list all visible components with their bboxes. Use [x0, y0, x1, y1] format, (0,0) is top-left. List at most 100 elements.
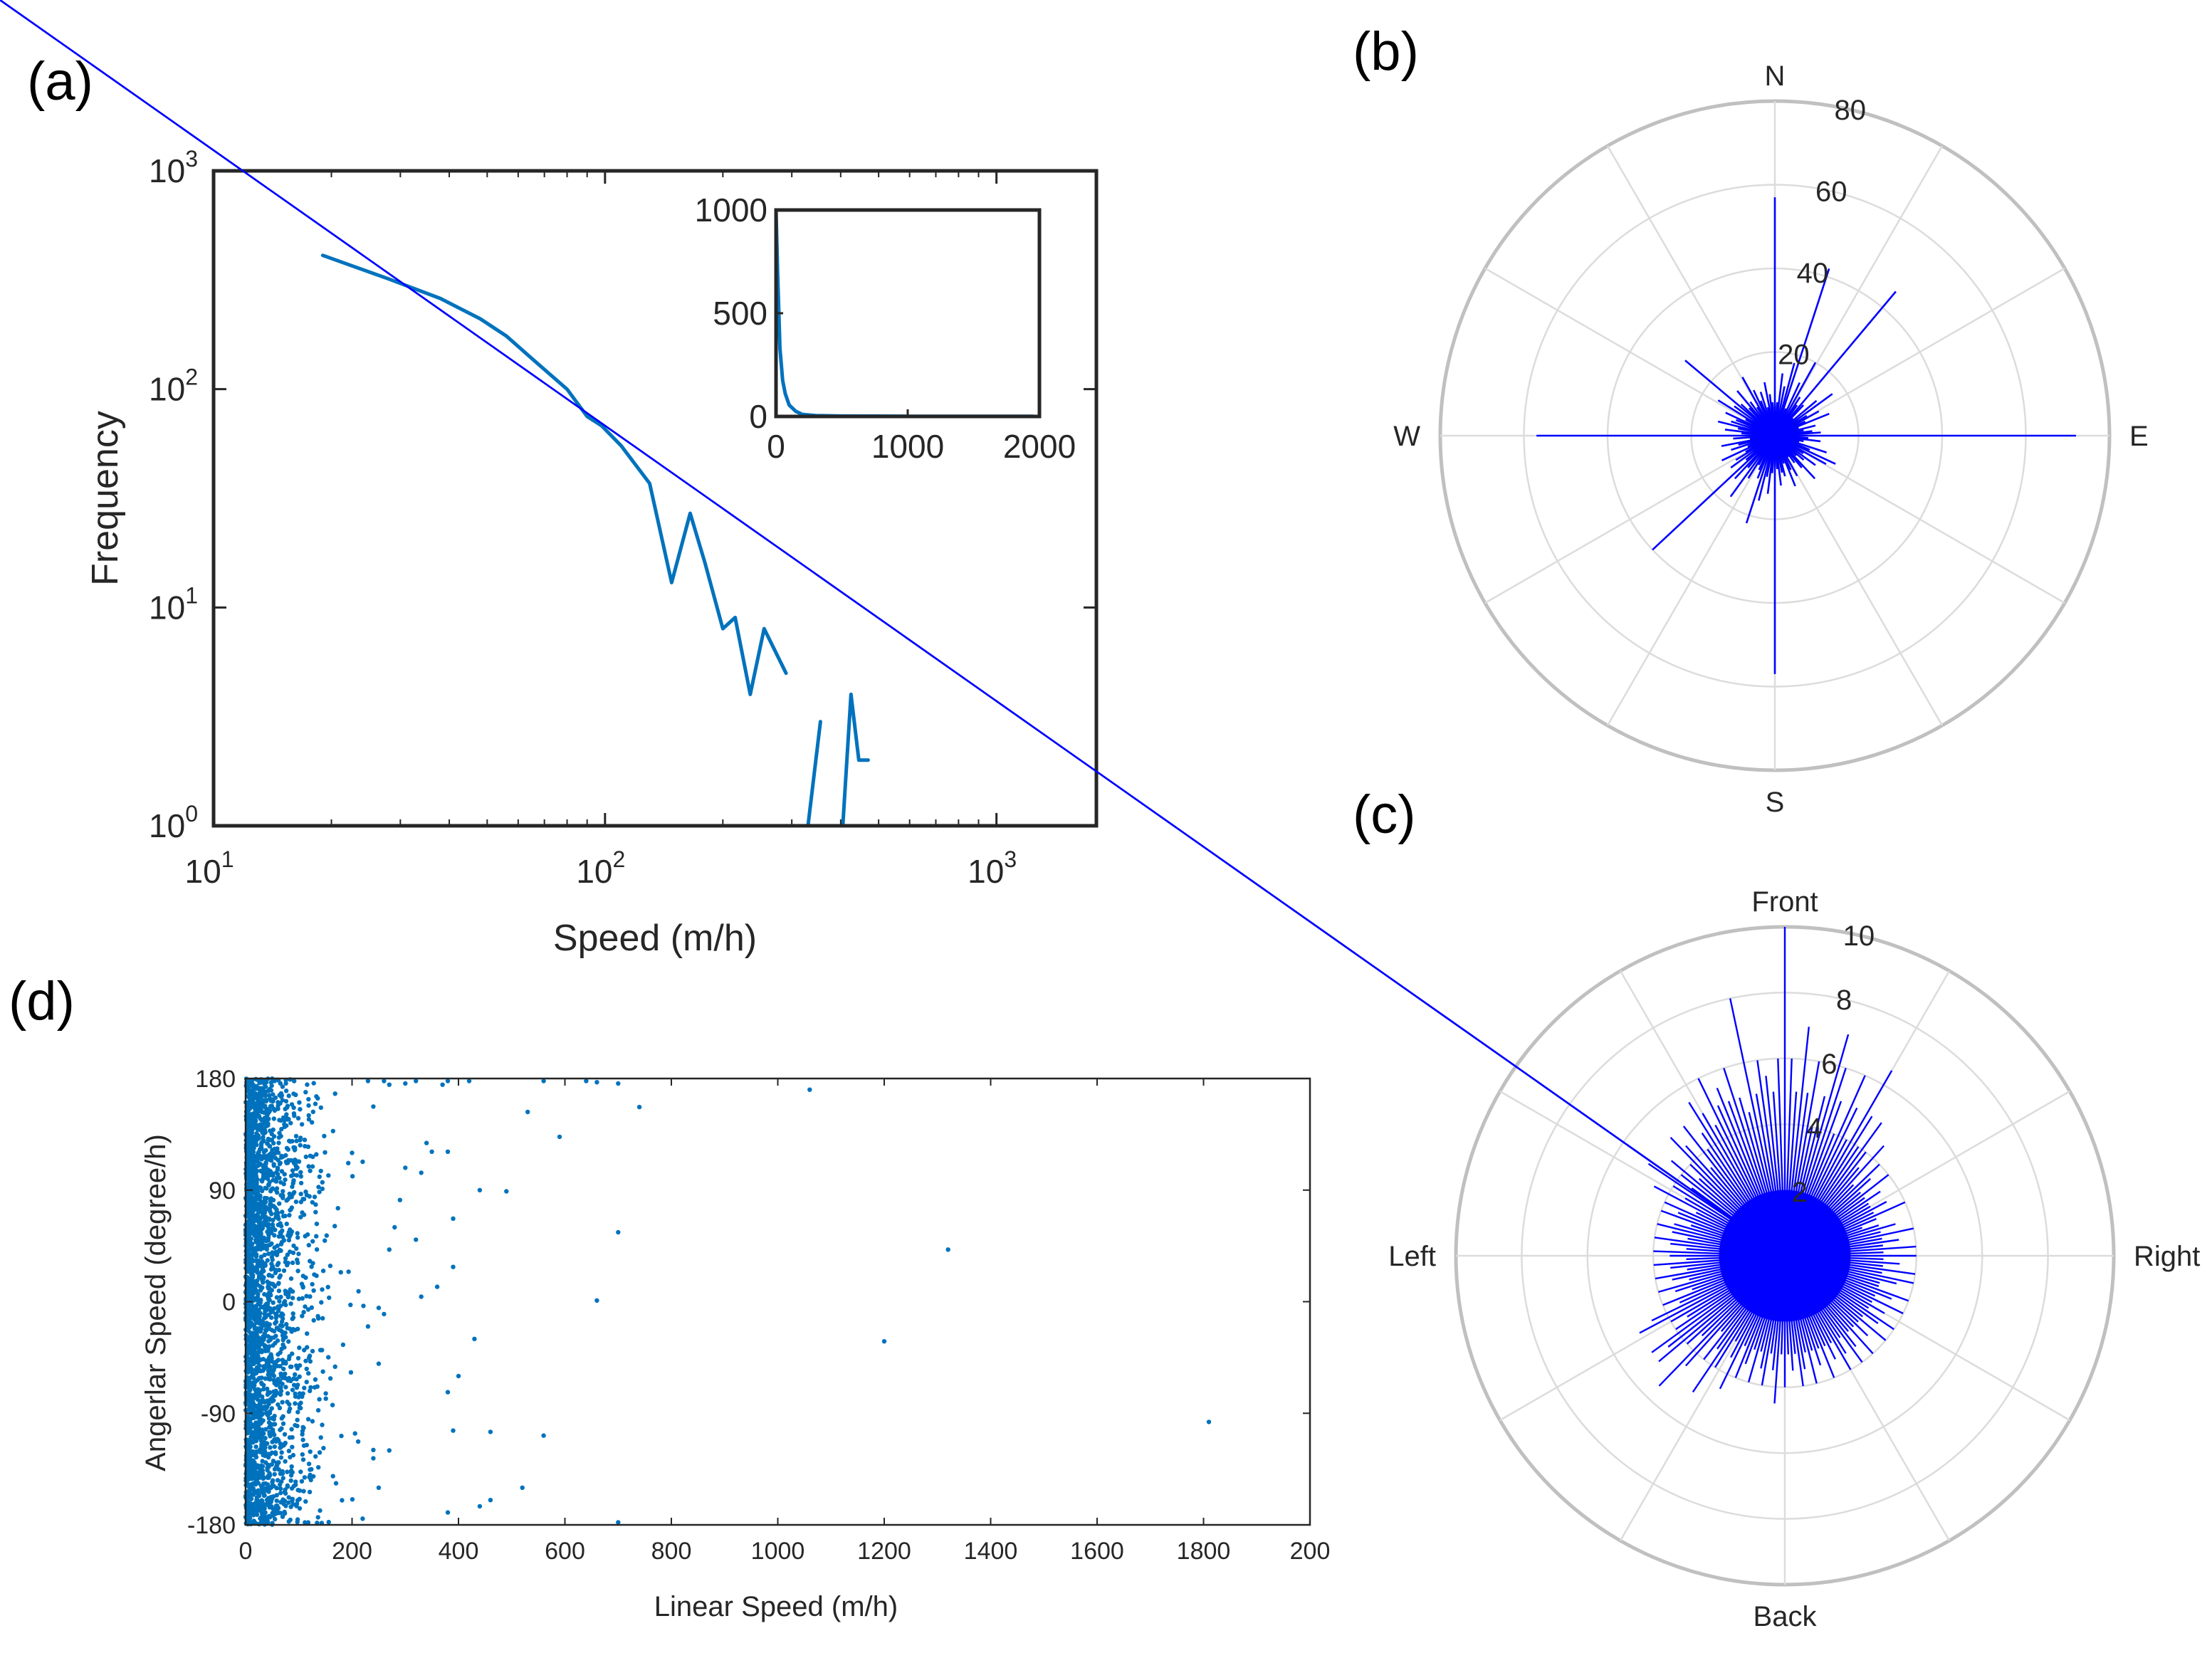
chart-c-rtick-3: 8	[1836, 985, 1852, 1016]
chart-d-ytick-label-4: -180	[187, 1512, 236, 1539]
chart-d-point	[266, 1251, 271, 1256]
chart-d-point	[294, 1138, 299, 1143]
chart-d-point	[267, 1375, 272, 1380]
chart-d-point	[318, 1508, 323, 1513]
chart-d-point	[252, 1096, 257, 1101]
chart-d-point	[297, 1100, 302, 1105]
chart-d-point	[290, 1387, 295, 1392]
chart-d-point	[434, 1284, 440, 1289]
chart-d-point	[266, 1116, 271, 1122]
chart-d-point	[301, 1489, 306, 1494]
chart-d-point	[246, 1207, 251, 1212]
chart-d-point	[290, 1250, 296, 1256]
chart-d-point	[298, 1143, 303, 1148]
chart-d-point	[403, 1081, 408, 1086]
chart-d-point	[290, 1138, 295, 1144]
chart-d-point	[280, 1228, 285, 1234]
chart-d-point	[312, 1272, 317, 1277]
chart-d-point	[274, 1437, 279, 1442]
chart-d-point	[293, 1401, 298, 1406]
chart-d-point	[273, 1316, 278, 1321]
chart-d-point	[451, 1216, 456, 1222]
chart-d-point	[267, 1429, 272, 1434]
chart-d-point	[245, 1104, 251, 1109]
chart-d-point	[306, 1113, 311, 1118]
chart-d-point	[258, 1116, 263, 1121]
chart-d-point	[291, 1091, 296, 1096]
chart-d-point	[251, 1125, 256, 1130]
chart-d-point	[272, 1363, 277, 1369]
chart-d-point	[266, 1420, 272, 1425]
chart-b-dir-top: N	[1765, 61, 1786, 92]
chart-d-point	[294, 1504, 299, 1508]
chart-d-point	[365, 1079, 371, 1083]
chart-d-point	[299, 1122, 305, 1127]
chart-d-point	[264, 1247, 269, 1252]
chart-d-point	[262, 1207, 267, 1213]
chart-d-point	[276, 1289, 282, 1293]
chart-d-point	[274, 1326, 280, 1331]
chart-d-point	[504, 1189, 509, 1194]
chart-d-point	[306, 1355, 312, 1360]
chart-d-point	[281, 1421, 286, 1427]
chart-d-point	[327, 1264, 333, 1269]
chart-d-point	[301, 1310, 306, 1315]
chart-d-point	[273, 1151, 278, 1156]
chart-d-point	[248, 1387, 253, 1393]
chart-d-point	[451, 1264, 456, 1269]
chart-d-point	[440, 1082, 445, 1087]
chart-d-point	[299, 1479, 305, 1484]
chart-c-dir-left: Left	[1388, 1241, 1436, 1272]
chart-d-point	[248, 1306, 253, 1311]
chart-d-point	[266, 1475, 271, 1480]
chart-a-ytick-label-1: 101	[149, 582, 198, 626]
chart-b-spoke-120	[1774, 434, 2065, 604]
chart-d-point	[325, 1284, 330, 1290]
chart-b-lines	[1536, 197, 2076, 674]
chart-d-point	[306, 1462, 312, 1466]
chart-b-bar-8	[1773, 362, 1817, 436]
chart-d-point	[280, 1469, 285, 1474]
chart-b-rtick-1: 40	[1797, 258, 1829, 289]
chart-d-point	[265, 1465, 270, 1471]
chart-d-point	[348, 1302, 353, 1308]
chart-d-point	[252, 1501, 257, 1506]
chart-c-dir-bottom: Back	[1754, 1601, 1818, 1632]
chart-d-point	[311, 1081, 316, 1086]
chart-d-point	[290, 1184, 295, 1190]
chart-d-point	[310, 1239, 315, 1244]
chart-d-point	[277, 1298, 282, 1304]
chart-d-point	[302, 1385, 307, 1390]
chart-d-point	[277, 1275, 282, 1280]
chart-d-point	[350, 1497, 355, 1502]
chart-d-point	[286, 1519, 291, 1524]
chart-d-point	[266, 1235, 271, 1241]
chart-d-point	[263, 1261, 268, 1266]
chart-c-rtick-0: 2	[1792, 1177, 1808, 1208]
chart-d-point	[267, 1322, 272, 1327]
chart-d-point	[308, 1168, 313, 1173]
chart-d-point	[269, 1254, 275, 1260]
chart-d-point	[290, 1316, 295, 1321]
chart-d-point	[264, 1305, 269, 1310]
chart-d-point	[290, 1296, 295, 1301]
chart-d-point	[295, 1417, 300, 1422]
chart-d-point	[488, 1498, 493, 1503]
chart-b-dir-right: E	[2129, 421, 2149, 452]
chart-d-point	[332, 1091, 337, 1096]
chart-d-point	[246, 1112, 251, 1117]
chart-d-point	[277, 1247, 282, 1253]
chart-d-point	[267, 1390, 273, 1395]
chart-d-point	[251, 1462, 256, 1467]
chart-d-point	[274, 1504, 280, 1508]
chart-d-point	[252, 1306, 257, 1311]
chart-d-point	[253, 1165, 258, 1170]
chart-d-point	[276, 1140, 281, 1145]
chart-d-point	[250, 1179, 255, 1184]
chart-d-point	[277, 1130, 282, 1135]
chart-d-point	[250, 1348, 255, 1354]
chart-d-point	[275, 1243, 280, 1249]
chart-d-point	[249, 1264, 255, 1270]
chart-d-point	[266, 1136, 271, 1142]
chart-d-point	[260, 1459, 265, 1464]
